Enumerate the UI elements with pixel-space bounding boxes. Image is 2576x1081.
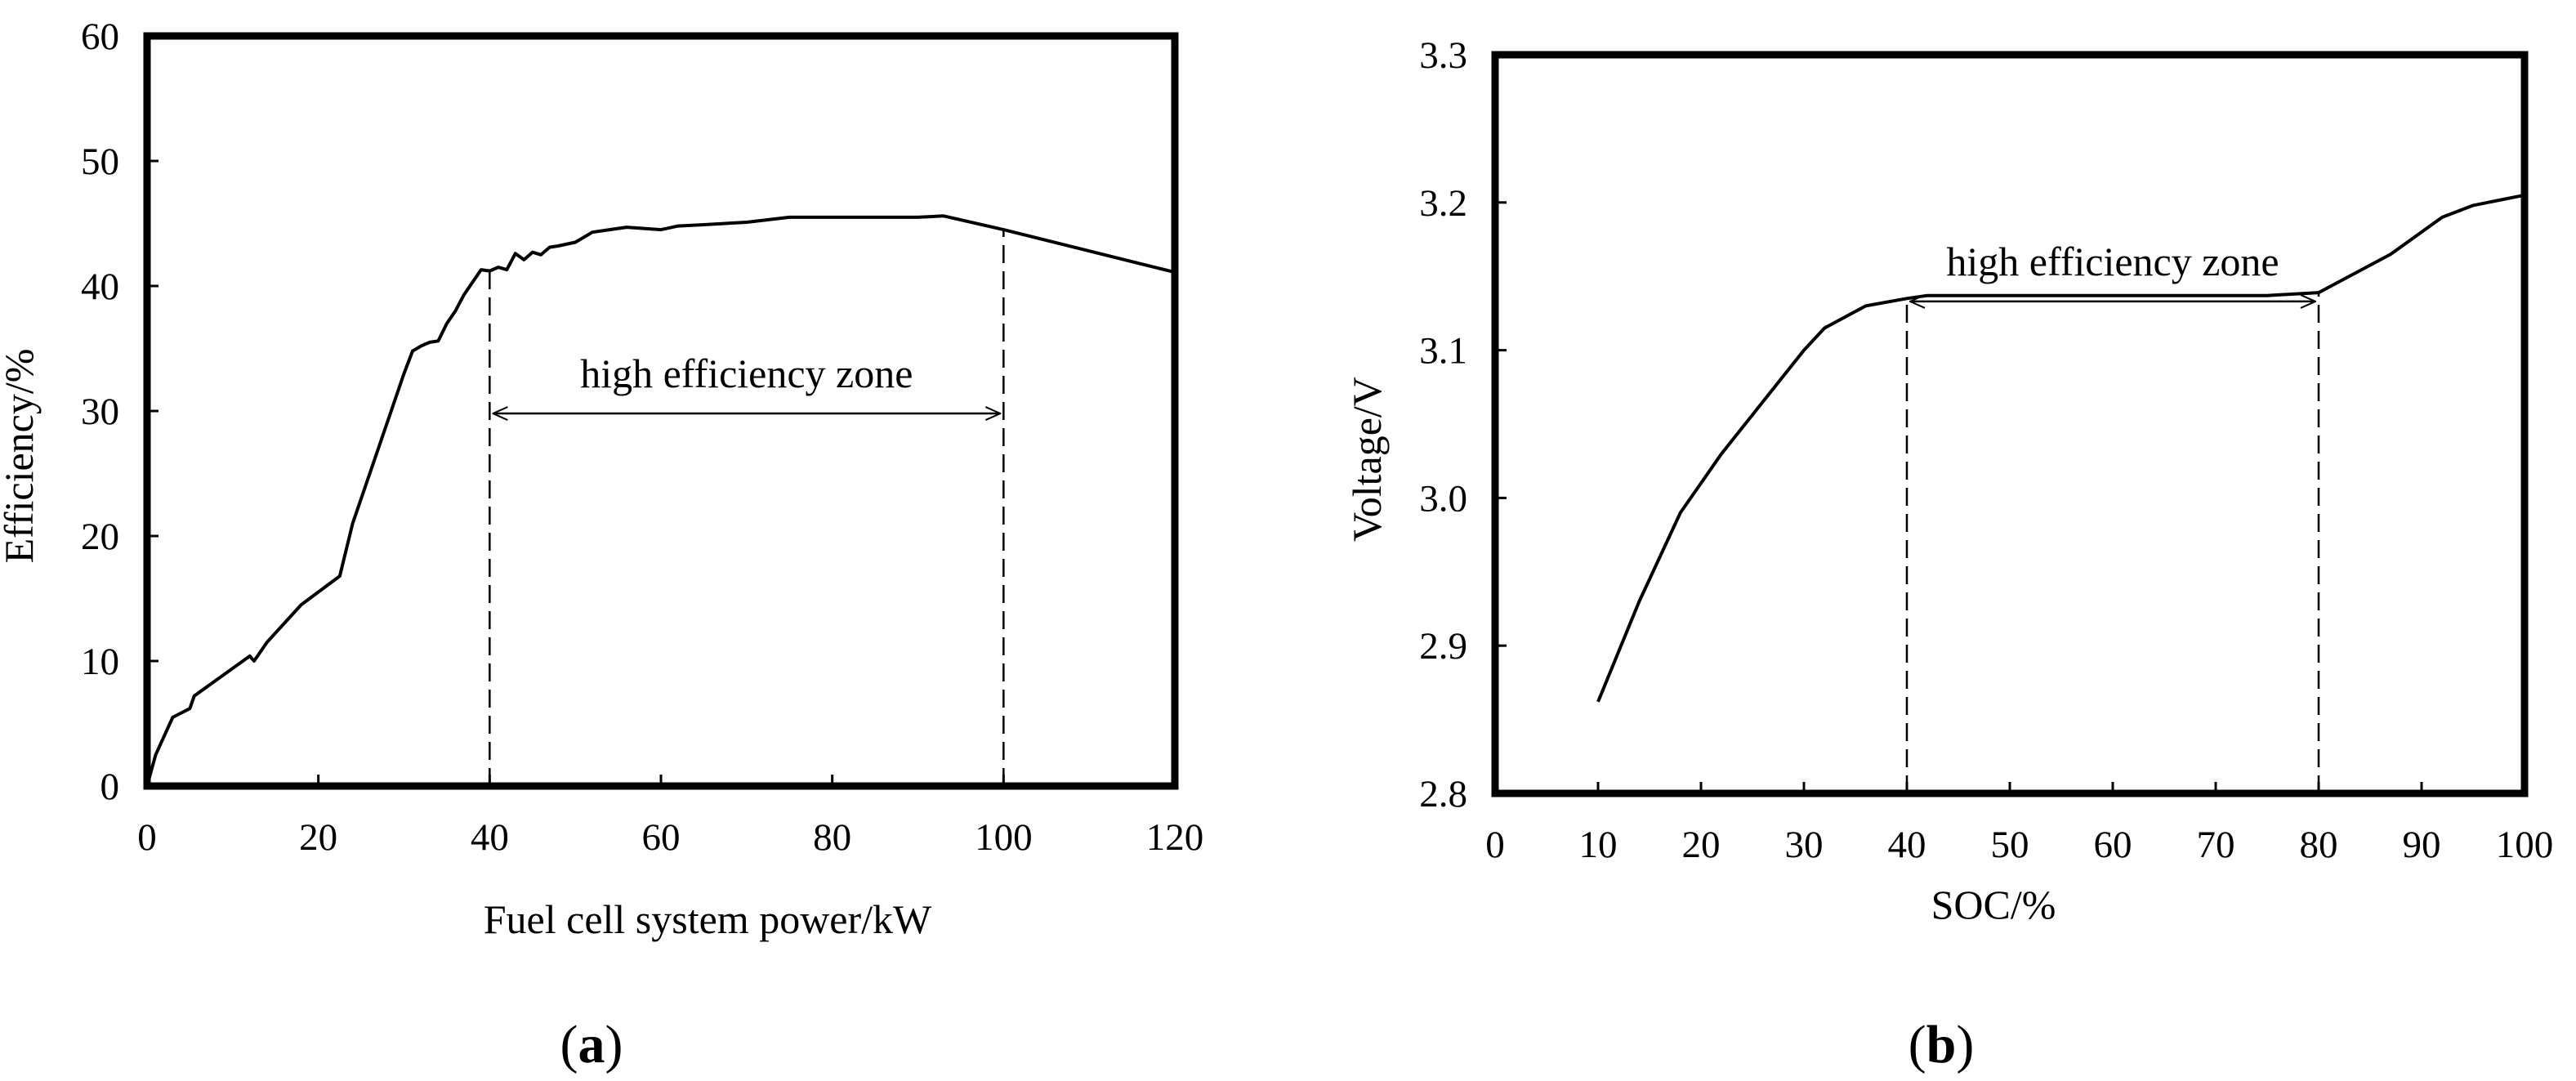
y-tick-label: 0	[100, 766, 120, 808]
y-tick-label: 3.0	[1419, 477, 1467, 520]
x-tick-label: 100	[975, 816, 1033, 859]
chart-panel-a: 0 20 40 60 80 100 120 0 10 20 30 40 50 60 high effici…	[0, 16, 1203, 1074]
x-tick-label: 60	[2094, 824, 2132, 866]
x-tick-label: 100	[2496, 824, 2554, 866]
y-tick-label: 20	[81, 516, 119, 558]
x-tick-label: 0	[137, 816, 157, 859]
panel-b-tick-labels: 0 10 20 30 40 50 60 70 80 90 100 2.8 2.9 3.0 3.1 3.2 3.3	[1419, 34, 2553, 866]
panel-b-high-efficiency-zone: high efficiency zone	[1905, 239, 2320, 793]
chart-panel-b: 0 10 20 30 40 50 60 70 80 90 100 2.8 2.9 3.0 3.1 3.2 3.3…	[1344, 34, 2553, 1074]
panel-b-x-axis-label: SOC/%	[1931, 882, 2056, 927]
y-tick-label: 3.2	[1419, 182, 1467, 225]
x-tick-label: 0	[1485, 824, 1505, 866]
panel-b-label: (b)	[1909, 1015, 1975, 1074]
y-tick-label: 40	[81, 266, 119, 308]
x-tick-label: 10	[1579, 824, 1618, 866]
zone-label: high efficiency zone	[580, 351, 913, 396]
voltage-series-line	[1596, 193, 2525, 703]
y-tick-label: 60	[81, 16, 119, 58]
efficiency-series-line	[145, 214, 1176, 787]
x-tick-label: 90	[2403, 824, 2441, 866]
y-tick-label: 30	[81, 391, 119, 433]
y-tick-label: 50	[81, 141, 119, 183]
panel-b-plot-frame	[1491, 51, 2529, 797]
x-tick-label: 70	[2197, 824, 2235, 866]
panel-a-ticks	[145, 34, 1176, 788]
x-tick-label: 40	[1888, 824, 1926, 866]
panel-a-label: (a)	[560, 1015, 623, 1074]
zone-label: high efficiency zone	[1946, 239, 2279, 284]
y-tick-label: 10	[81, 641, 119, 683]
panel-a-y-axis-label: Efficiency/%	[0, 349, 42, 564]
x-tick-label: 80	[2300, 824, 2338, 866]
y-tick-label: 3.3	[1419, 34, 1467, 77]
panel-a-high-efficiency-zone: high efficiency zone	[489, 230, 1005, 786]
x-tick-label: 30	[1785, 824, 1824, 866]
y-tick-label: 2.9	[1419, 625, 1467, 668]
x-tick-label: 40	[471, 816, 509, 859]
panel-a-x-axis-label: Fuel cell system power/kW	[484, 896, 932, 942]
x-tick-label: 20	[1682, 824, 1721, 866]
x-tick-label: 20	[299, 816, 337, 859]
panel-a-tick-labels: 0 20 40 60 80 100 120 0 10 20 30 40 50 60	[81, 16, 1203, 859]
x-tick-label: 50	[1991, 824, 2029, 866]
x-tick-label: 120	[1146, 816, 1204, 859]
y-tick-label: 2.8	[1419, 773, 1467, 815]
x-tick-label: 80	[813, 816, 851, 859]
y-tick-label: 3.1	[1419, 330, 1467, 373]
x-tick-label: 60	[642, 816, 681, 859]
panel-b-ticks	[1493, 53, 2526, 795]
panel-b-y-axis-label: Voltage/V	[1344, 377, 1390, 542]
panel-a-plot-frame	[143, 32, 1179, 790]
